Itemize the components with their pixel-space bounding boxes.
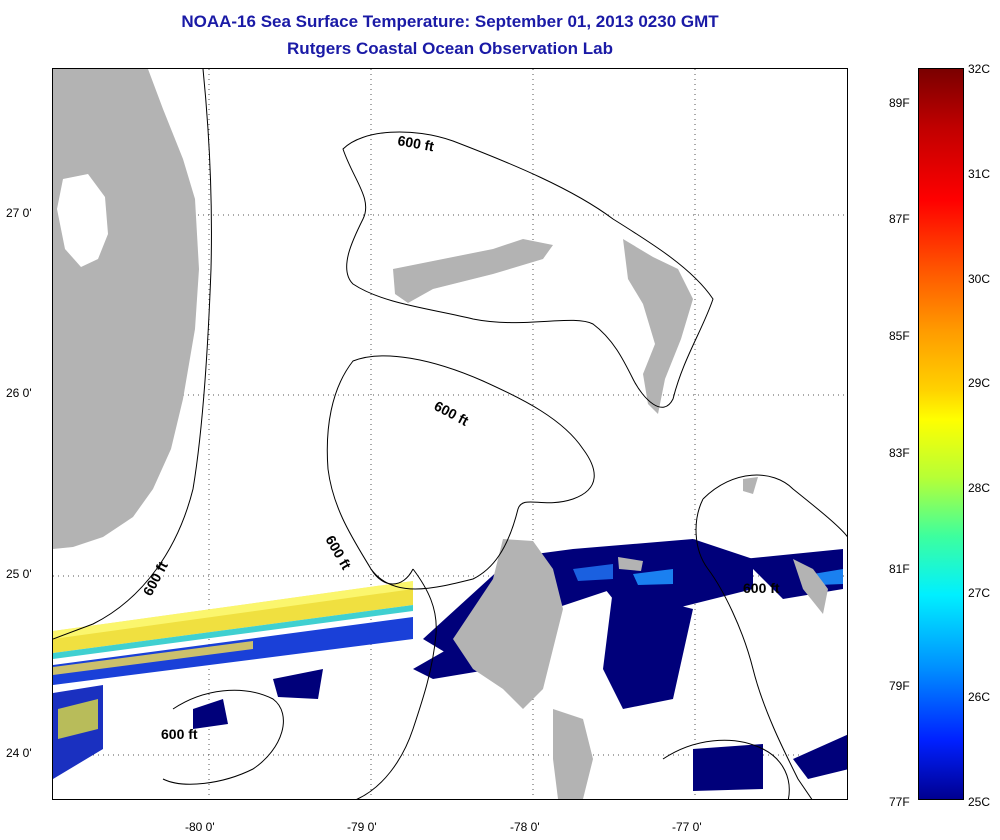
sst-map: 600 ft 600 ft 600 ft 600 ft 600 ft 600 f… — [52, 68, 848, 800]
colorbar-fahrenheit-label: 87F — [889, 212, 910, 226]
x-tick-label: -79 0' — [347, 820, 377, 834]
isobath-label-tongue: 600 ft — [322, 533, 354, 573]
colorbar-celsius-label: 32C — [968, 62, 991, 76]
map-canvas: 600 ft 600 ft 600 ft 600 ft 600 ft 600 f… — [53, 69, 847, 799]
land — [53, 69, 828, 799]
colorbar-fahrenheit-label: 85F — [889, 329, 910, 343]
map-subtitle: Rutgers Coastal Ocean Observation Lab — [287, 39, 613, 58]
y-tick-label: 25 0' — [6, 567, 32, 581]
colorbar-fahrenheit-label: 77F — [889, 795, 910, 809]
isobath-label-nw-providence: 600 ft — [432, 398, 472, 429]
y-tick-label: 26 0' — [6, 386, 32, 400]
map-title: NOAA-16 Sea Surface Temperature: Septemb… — [181, 12, 719, 31]
y-tick-label: 24 0' — [6, 746, 32, 760]
colorbar-fahrenheit-label: 83F — [889, 446, 910, 460]
colorbar-celsius-label: 30C — [968, 272, 991, 286]
colorbar-celsius-label: 26C — [968, 690, 991, 704]
isobath-label-cay-sal: 600 ft — [161, 726, 198, 742]
x-tick-label: -78 0' — [510, 820, 540, 834]
isobath-label-exuma: 600 ft — [743, 580, 780, 596]
lake — [57, 174, 108, 267]
colorbar-fahrenheit-label: 89F — [889, 96, 910, 110]
colorbar-fahrenheit-label: 79F — [889, 679, 910, 693]
isobath-label-florida-straits: 600 ft — [140, 558, 171, 598]
isobath-label-grand-bahama: 600 ft — [396, 132, 435, 154]
colorbar-celsius-label: 28C — [968, 481, 991, 495]
colorbar-fahrenheit-label: 81F — [889, 562, 910, 576]
colorbar-celsius-label: 31C — [968, 167, 991, 181]
colorbar-celsius-label: 27C — [968, 586, 991, 600]
colorbar-celsius-label: 29C — [968, 376, 991, 390]
isobath-contours — [53, 69, 847, 799]
y-tick-label: 27 0' — [6, 206, 32, 220]
x-tick-label: -80 0' — [185, 820, 215, 834]
sst-swath — [53, 539, 847, 791]
x-tick-label: -77 0' — [672, 820, 702, 834]
colorbar-celsius-label: 25C — [968, 795, 991, 809]
temperature-colorbar — [918, 68, 964, 800]
